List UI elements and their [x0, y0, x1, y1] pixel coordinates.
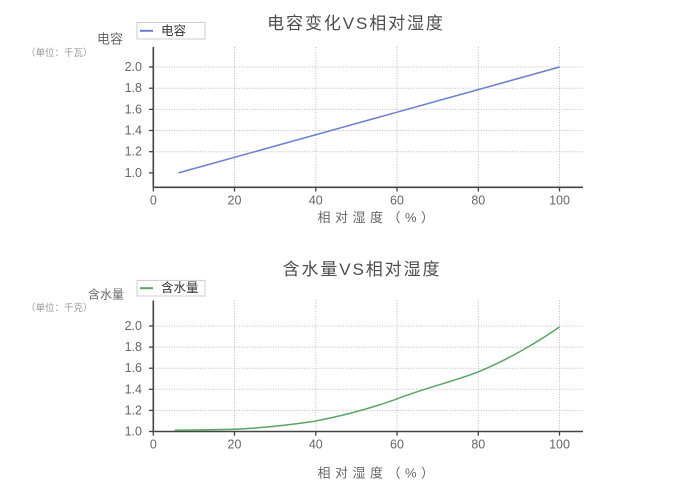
svg-text:0: 0	[150, 194, 157, 208]
svg-text:2.0: 2.0	[125, 319, 142, 333]
svg-text:2.0: 2.0	[125, 60, 142, 74]
svg-text:100: 100	[549, 194, 570, 208]
svg-text:1.8: 1.8	[125, 81, 142, 95]
svg-text:1.2: 1.2	[125, 145, 142, 159]
svg-text:80: 80	[471, 438, 485, 452]
svg-text:40: 40	[309, 438, 323, 452]
svg-text:20: 20	[228, 438, 242, 452]
svg-text:100: 100	[549, 438, 570, 452]
svg-text:相对湿度（%）: 相对湿度（%）	[317, 466, 438, 481]
svg-text:相对湿度（%）: 相对湿度（%）	[317, 210, 438, 225]
svg-text:电容: 电容	[161, 23, 186, 38]
svg-text:20: 20	[228, 194, 242, 208]
svg-text:含水量VS相对湿度: 含水量VS相对湿度	[283, 260, 442, 279]
svg-text:1.8: 1.8	[125, 340, 142, 354]
svg-text:1.6: 1.6	[125, 361, 142, 375]
svg-text:1.4: 1.4	[125, 124, 142, 138]
svg-text:1.4: 1.4	[125, 382, 142, 396]
svg-text:1.2: 1.2	[125, 403, 142, 417]
svg-text:含水量: 含水量	[161, 280, 199, 295]
svg-text:0: 0	[150, 438, 157, 452]
svg-text:40: 40	[309, 194, 323, 208]
svg-text:60: 60	[390, 194, 404, 208]
svg-text:80: 80	[471, 194, 485, 208]
svg-text:60: 60	[390, 438, 404, 452]
svg-text:1.6: 1.6	[125, 102, 142, 116]
svg-text:电容: 电容	[97, 32, 123, 47]
svg-text:（单位：千克）: （单位：千克）	[26, 302, 93, 314]
svg-text:（单位：千瓦）: （单位：千瓦）	[26, 47, 93, 59]
svg-text:1.0: 1.0	[125, 425, 142, 439]
svg-text:电容变化VS相对湿度: 电容变化VS相对湿度	[267, 14, 445, 33]
svg-text:1.0: 1.0	[125, 166, 142, 180]
svg-text:含水量: 含水量	[88, 287, 124, 302]
